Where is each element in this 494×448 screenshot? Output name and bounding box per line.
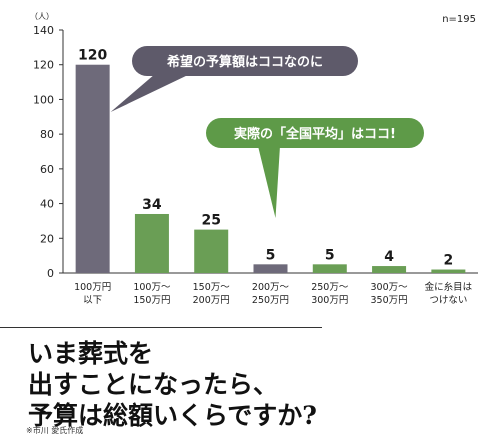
- bar-value-label: 25: [201, 213, 220, 229]
- category-label: 金に糸目は: [425, 281, 473, 293]
- bar: [134, 213, 169, 273]
- bar-value-label: 34: [142, 197, 162, 213]
- y-tick-label: 120: [33, 59, 54, 72]
- credit-note: ※市川 愛氏作成: [26, 426, 84, 435]
- callout-bubble: [132, 46, 358, 76]
- category-label: 350万円: [371, 295, 408, 306]
- bar: [372, 266, 407, 273]
- headline-line-2: 出すことになったら、: [28, 370, 279, 399]
- bar-value-label: 2: [443, 253, 453, 269]
- category-label: 100万〜: [133, 282, 171, 293]
- bar-value-label: 4: [384, 249, 394, 265]
- bar: [431, 269, 466, 273]
- category-label: 300万〜: [371, 282, 409, 293]
- category-label: 100万円: [74, 282, 111, 293]
- y-tick-label: 60: [40, 163, 54, 176]
- category-label: 150万〜: [193, 282, 231, 293]
- y-tick-label: 20: [40, 232, 54, 245]
- category-label: 200万〜: [252, 282, 290, 293]
- y-axis-ticks: 0 20 40 60 80 100 120 140: [33, 24, 63, 280]
- category-label: 以下: [83, 295, 102, 306]
- headline-line-1: いま葬式を: [28, 339, 154, 368]
- sample-size-note: n=195: [442, 14, 476, 25]
- y-tick-label: 100: [33, 93, 54, 106]
- callout-text: 実際の「全国平均」はココ!: [234, 126, 396, 142]
- category-label: 200万円: [193, 295, 230, 306]
- bar-value-label: 5: [266, 247, 276, 263]
- callout-pointer: [110, 74, 190, 112]
- headline: いま葬式を 出すことになったら、 予算は総額いくらですか?: [28, 338, 468, 431]
- category-label: 150万円: [133, 295, 170, 306]
- bar-value-label: 120: [78, 48, 107, 64]
- category-label: 250万円: [252, 295, 289, 306]
- category-label: つけない: [429, 295, 467, 306]
- y-unit-label: （人）: [30, 12, 54, 21]
- bar: [253, 264, 288, 273]
- divider-line: [0, 327, 322, 328]
- category-label: 300万円: [311, 295, 348, 306]
- callout-text: 希望の予算額はココなのに: [167, 54, 323, 70]
- bar: [312, 264, 347, 273]
- y-tick-label: 140: [33, 24, 54, 37]
- bars-group: 120100万円以下34100万〜150万円25150万〜200万円5200万〜…: [74, 48, 473, 306]
- callout-pointer: [258, 146, 280, 218]
- y-tick-label: 80: [40, 128, 54, 141]
- callout-bubble: [206, 118, 424, 148]
- y-tick-label: 40: [40, 198, 54, 211]
- headline-line-3: 予算は総額いくらですか?: [28, 401, 317, 430]
- bar: [75, 64, 110, 273]
- category-label: 250万〜: [311, 282, 349, 293]
- y-tick-label: 0: [47, 267, 54, 280]
- bar: [194, 229, 229, 273]
- bar-value-label: 5: [325, 247, 335, 263]
